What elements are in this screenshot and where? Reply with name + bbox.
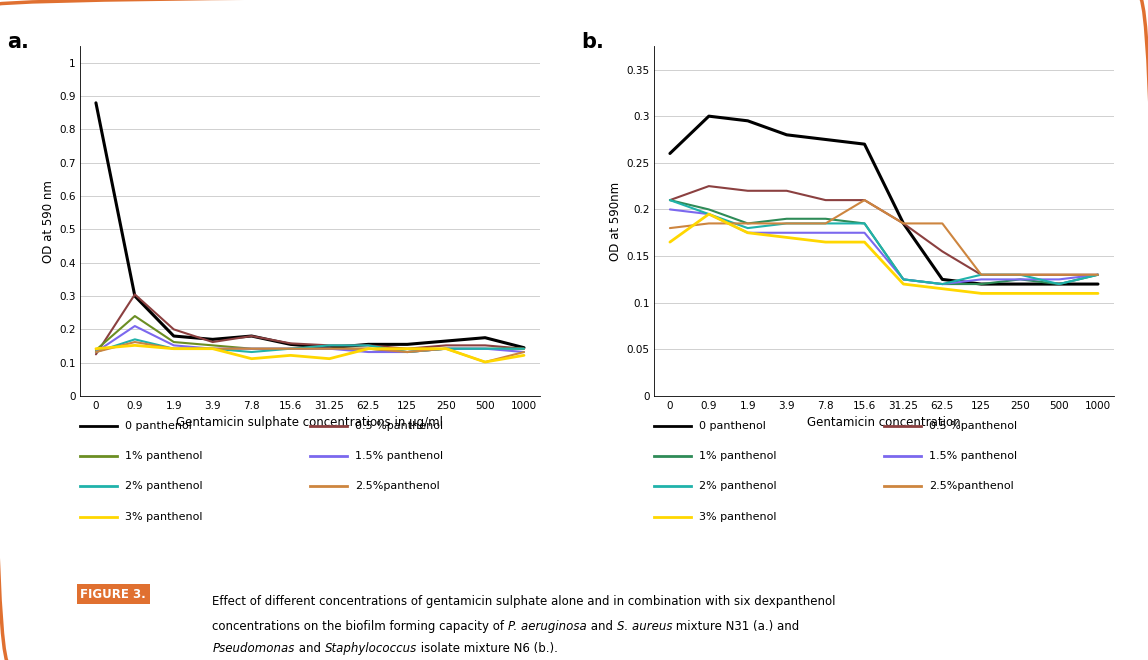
Text: a.: a. <box>7 32 29 52</box>
Text: 3% panthenol: 3% panthenol <box>699 512 777 522</box>
Text: Staphylococcus: Staphylococcus <box>325 642 417 655</box>
Text: 2.5%panthenol: 2.5%panthenol <box>929 481 1014 492</box>
Text: 1.5% panthenol: 1.5% panthenol <box>355 451 443 461</box>
Text: P. aeruginosa: P. aeruginosa <box>509 620 587 633</box>
Text: and: and <box>295 642 325 655</box>
X-axis label: Gentamicin concentration: Gentamicin concentration <box>807 416 961 430</box>
Text: 3% panthenol: 3% panthenol <box>125 512 203 522</box>
Text: 1% panthenol: 1% panthenol <box>125 451 203 461</box>
X-axis label: Gentamicin sulphate concentrations in μg/ml: Gentamicin sulphate concentrations in μg… <box>177 416 443 430</box>
Text: 0 panthenol: 0 panthenol <box>125 420 192 431</box>
Text: 0.5 %panthenol: 0.5 %panthenol <box>355 420 443 431</box>
Text: Pseudomonas: Pseudomonas <box>212 642 295 655</box>
Text: Effect of different concentrations of gentamicin sulphate alone and in combinati: Effect of different concentrations of ge… <box>212 595 836 608</box>
Text: b.: b. <box>581 32 604 52</box>
Text: 2% panthenol: 2% panthenol <box>125 481 203 492</box>
Text: concentrations on the biofilm forming capacity of: concentrations on the biofilm forming ca… <box>212 620 509 633</box>
Text: FIGURE 3.: FIGURE 3. <box>80 587 146 601</box>
Text: 1.5% panthenol: 1.5% panthenol <box>929 451 1017 461</box>
Text: 1% panthenol: 1% panthenol <box>699 451 777 461</box>
Text: isolate mixture N6 (b.).: isolate mixture N6 (b.). <box>417 642 558 655</box>
Text: S. aureus: S. aureus <box>616 620 672 633</box>
Text: 2.5%panthenol: 2.5%panthenol <box>355 481 440 492</box>
Text: and: and <box>587 620 616 633</box>
Y-axis label: OD at 590 nm: OD at 590 nm <box>41 180 55 263</box>
Text: mixture N31 (a.) and: mixture N31 (a.) and <box>672 620 799 633</box>
Text: 0.5 %panthenol: 0.5 %panthenol <box>929 420 1017 431</box>
Text: 0 panthenol: 0 panthenol <box>699 420 766 431</box>
Y-axis label: OD at 590nm: OD at 590nm <box>610 182 622 261</box>
Text: 2% panthenol: 2% panthenol <box>699 481 777 492</box>
